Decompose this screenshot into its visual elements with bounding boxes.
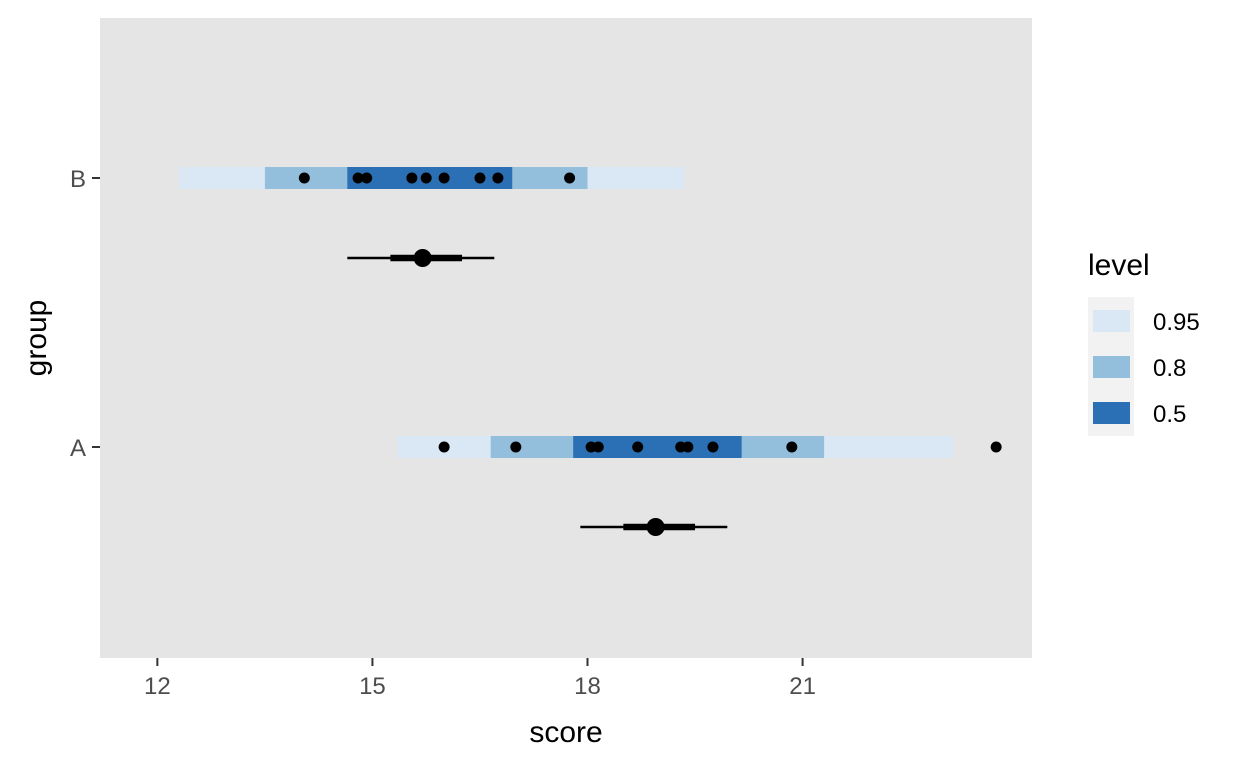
legend-key-0.5 (1093, 402, 1130, 424)
summary-point-B (413, 249, 432, 267)
summary-point-A (646, 518, 665, 536)
point-B-8 (564, 172, 576, 184)
point-B-2 (361, 172, 373, 184)
point-A-0 (438, 441, 450, 453)
legend-label-0.5: 0.5 (1153, 401, 1186, 428)
point-B-4 (420, 172, 432, 184)
point-B-5 (438, 172, 450, 184)
summary-intervals (347, 249, 728, 536)
x-axis-title: score (529, 716, 602, 749)
point-A-9 (990, 441, 1002, 453)
x-tick-label-15: 15 (359, 673, 386, 700)
interval-A-0.5 (573, 436, 742, 458)
legend-label-0.8: 0.8 (1153, 355, 1186, 382)
legend-label-0.95: 0.95 (1153, 309, 1200, 336)
legend-title: level (1088, 249, 1150, 282)
point-B-1 (352, 172, 364, 184)
point-A-6 (682, 441, 694, 453)
legend-items: 0.95 0.8 0.5 (1093, 309, 1200, 428)
point-A-3 (592, 441, 604, 453)
point-A-7 (707, 441, 719, 453)
legend: level 0.95 0.8 0.5 (1088, 249, 1200, 436)
y-axis-title: group (20, 300, 53, 377)
data-points (298, 172, 1002, 453)
point-B-7 (492, 172, 504, 184)
point-A-4 (632, 441, 644, 453)
point-A-8 (786, 441, 798, 453)
x-tick-label-12: 12 (144, 673, 171, 700)
y-axis: BA (70, 166, 100, 462)
x-axis: 12 15 18 21 (144, 658, 816, 700)
legend-key-0.95 (1093, 310, 1130, 332)
y-tick-label-B: B (70, 166, 86, 193)
point-B-0 (298, 172, 310, 184)
x-tick-label-18: 18 (574, 673, 601, 700)
legend-key-0.8 (1093, 356, 1130, 378)
y-tick-label-A: A (70, 435, 86, 462)
point-B-3 (406, 172, 418, 184)
point-B-6 (474, 172, 486, 184)
x-tick-label-21: 21 (789, 673, 816, 700)
plot-panel (100, 18, 1032, 658)
point-A-1 (510, 441, 522, 453)
